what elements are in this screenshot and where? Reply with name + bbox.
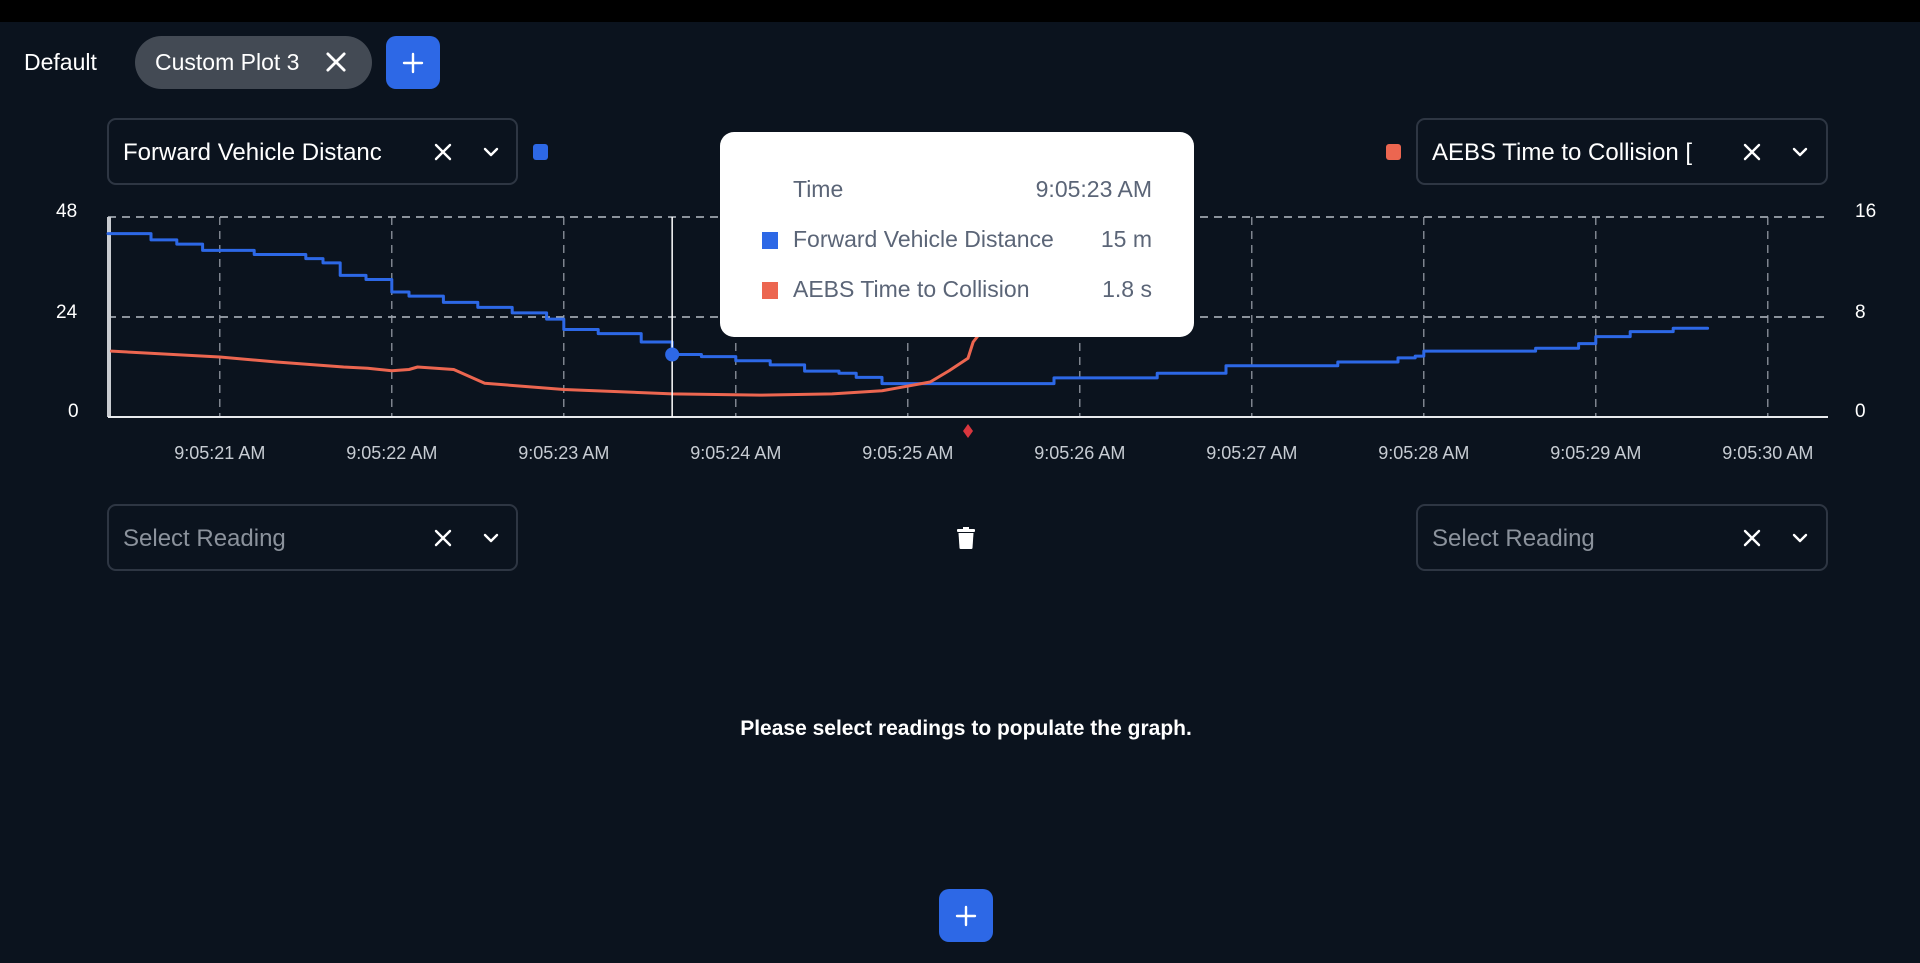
chevron-down-icon[interactable] — [1788, 140, 1812, 164]
tooltip-time-label: Time — [793, 176, 844, 202]
x-tick-label: 9:05:28 AM — [1378, 443, 1470, 463]
chart-plot-area[interactable] — [0, 0, 1920, 470]
trash-icon[interactable] — [956, 526, 976, 550]
chart-tooltip: Time 9:05:23 AM Forward Vehicle Distance… — [720, 132, 1194, 337]
close-icon[interactable] — [1740, 140, 1764, 164]
plus-icon — [402, 52, 424, 73]
x-tick-label: 9:05:27 AM — [1206, 443, 1298, 463]
close-icon[interactable] — [431, 526, 455, 550]
close-tab-icon[interactable] — [322, 48, 350, 76]
x-tick-label: 9:05:30 AM — [1722, 443, 1814, 463]
tooltip-series-label: Forward Vehicle Distance — [793, 226, 1054, 252]
y-right-tick-0: 0 — [1855, 401, 1866, 422]
close-icon[interactable] — [1740, 526, 1764, 550]
x-tick-label: 9:05:22 AM — [346, 443, 438, 463]
tooltip-time-value: 9:05:23 AM — [1035, 176, 1152, 202]
second-left-reading-select[interactable]: Select Reading — [107, 504, 518, 571]
left-series-color-swatch — [533, 144, 548, 160]
x-tick-label: 9:05:21 AM — [174, 443, 266, 463]
series-line-right — [109, 290, 996, 397]
second-right-reading-select[interactable]: Select Reading — [1416, 504, 1828, 571]
add-tab-button[interactable] — [386, 36, 440, 89]
empty-graph-message: Please select readings to populate the g… — [740, 717, 1192, 740]
chevron-down-icon[interactable] — [479, 140, 503, 164]
x-tick-label: 9:05:25 AM — [862, 443, 954, 463]
tooltip-series-label: AEBS Time to Collision — [793, 276, 1030, 302]
x-tick-label: 9:05:23 AM — [518, 443, 610, 463]
y-right-tick-16: 16 — [1855, 201, 1877, 222]
x-tick-label: 9:05:26 AM — [1034, 443, 1126, 463]
right-reading-value: AEBS Time to Collision [ — [1432, 139, 1693, 166]
tooltip-series-value: 15 m — [1100, 226, 1152, 252]
event-marker-diamond — [963, 424, 973, 438]
chevron-down-icon[interactable] — [479, 526, 503, 550]
tooltip-swatch-ttc — [762, 282, 778, 299]
left-reading-value: Forward Vehicle Distanc — [123, 139, 382, 166]
tab-label: Custom Plot 3 — [155, 49, 300, 75]
tab-custom-plot-3[interactable]: Custom Plot 3 — [135, 36, 372, 89]
plus-icon — [955, 905, 977, 926]
y-left-tick-0: 0 — [68, 401, 79, 422]
x-tick-label: 9:05:24 AM — [690, 443, 782, 463]
x-tick-label: 9:05:29 AM — [1550, 443, 1642, 463]
chevron-down-icon[interactable] — [1788, 526, 1812, 550]
select-reading-placeholder: Select Reading — [1432, 525, 1595, 552]
y-left-tick-24: 24 — [56, 302, 78, 323]
right-reading-select[interactable]: AEBS Time to Collision [ — [1416, 118, 1828, 185]
left-reading-select[interactable]: Forward Vehicle Distanc — [107, 118, 518, 185]
close-icon[interactable] — [431, 140, 455, 164]
y-right-tick-8: 8 — [1855, 302, 1866, 323]
tab-default[interactable]: Default — [24, 49, 97, 75]
add-plot-button[interactable] — [939, 889, 993, 942]
right-series-color-swatch — [1386, 144, 1401, 160]
tooltip-series-value: 1.8 s — [1102, 276, 1152, 302]
y-left-tick-48: 48 — [56, 201, 78, 222]
series-line-left — [106, 232, 1710, 386]
select-reading-placeholder: Select Reading — [123, 525, 286, 552]
tooltip-swatch-distance — [762, 232, 778, 249]
top-bar — [0, 0, 1920, 22]
cursor-point — [665, 347, 680, 362]
